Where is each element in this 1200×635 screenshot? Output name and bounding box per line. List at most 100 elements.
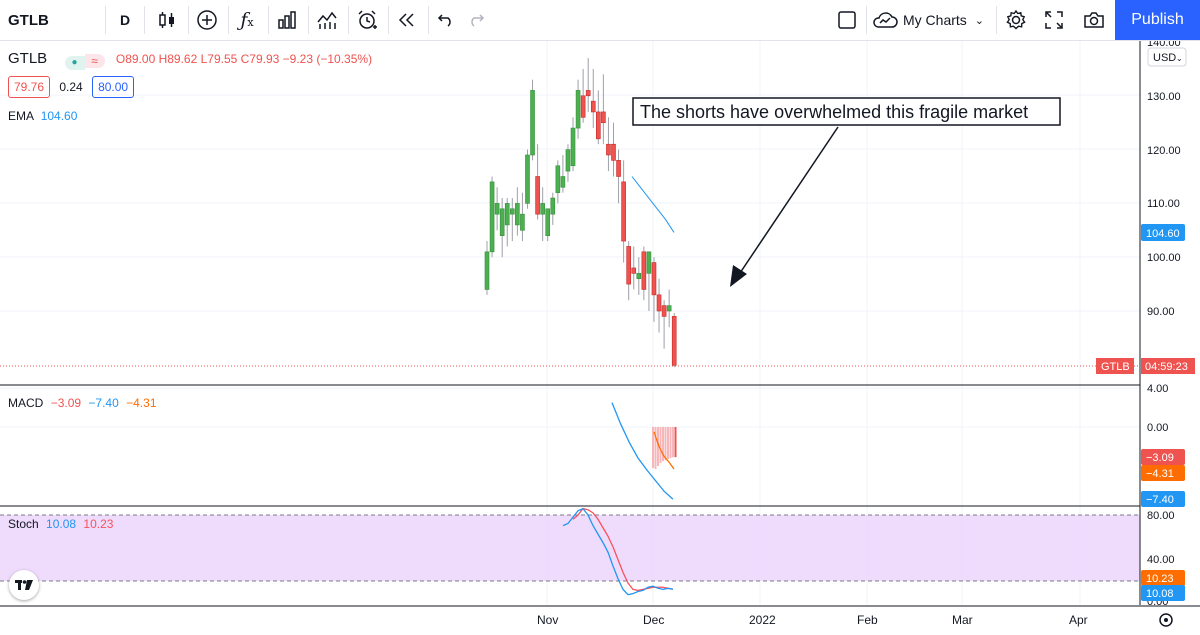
stoch-k-line xyxy=(562,507,674,596)
candle-body xyxy=(520,213,525,231)
toolbar-divider xyxy=(308,6,309,34)
macd-tick: 0.00 xyxy=(1147,422,1168,434)
countdown-text: 04:59:23 xyxy=(1145,361,1188,373)
candle-body xyxy=(535,176,540,215)
my-charts-button[interactable]: My Charts ⌄ xyxy=(872,0,994,40)
publish-button[interactable]: Publish xyxy=(1115,0,1200,40)
signal-value-tag: −4.31 xyxy=(1141,465,1185,481)
function-icon: ƒx xyxy=(240,9,254,31)
signal-line xyxy=(653,431,675,470)
symbol-label: GTLB xyxy=(8,11,49,29)
candle-body xyxy=(545,208,551,236)
macd-line xyxy=(611,402,674,500)
stoch-k-tag-text: 10.08 xyxy=(1146,588,1174,600)
symbol-search-button[interactable]: GTLB xyxy=(8,0,98,40)
macd-legend[interactable]: MACD −3.09 −7.40 −4.31 xyxy=(8,396,157,410)
indicators-button[interactable]: ƒx xyxy=(230,0,264,40)
macd-histogram-bar xyxy=(664,427,667,461)
settings-button[interactable] xyxy=(1000,0,1032,40)
ideas-button[interactable] xyxy=(310,0,344,40)
annotation-box xyxy=(632,97,1061,126)
grid-lines xyxy=(0,39,1140,606)
macd-line-value: −7.40 xyxy=(88,396,119,410)
candle-body xyxy=(585,90,591,97)
layout-button[interactable] xyxy=(832,0,862,40)
candle-body xyxy=(646,251,652,274)
toolbar-divider xyxy=(105,6,106,34)
publish-label: Publish xyxy=(1131,11,1184,28)
cloud-chart-icon xyxy=(873,12,898,28)
snapshot-button[interactable] xyxy=(1078,0,1110,40)
macd-histogram xyxy=(652,427,677,469)
redo-button[interactable] xyxy=(462,0,490,40)
price-axis[interactable]: 140.00 130.00 120.00 110.00 100.00 90.00 xyxy=(1147,37,1181,318)
plus-circle-icon xyxy=(197,10,217,30)
chart-settings-button[interactable] xyxy=(1159,613,1173,627)
macd-histogram-bar xyxy=(662,427,664,462)
bar-chart-icon xyxy=(278,11,296,29)
candle-body xyxy=(601,111,606,124)
bid-box[interactable]: 79.76 xyxy=(8,76,51,98)
rewind-icon xyxy=(398,13,414,27)
macd-tick: 4.00 xyxy=(1147,383,1168,395)
macd-histogram-bar xyxy=(669,427,672,459)
stoch-d-tag-box xyxy=(1141,570,1185,586)
alert-button[interactable] xyxy=(350,0,384,40)
candle-body xyxy=(565,149,571,172)
candle-body xyxy=(489,181,495,253)
my-charts-label: My Charts xyxy=(903,12,967,28)
alarm-clock-icon xyxy=(358,10,377,29)
candle-body xyxy=(606,143,611,156)
price-tick: 110.00 xyxy=(1147,198,1180,210)
candle-body xyxy=(621,181,626,242)
stoch-d-tag-text: 10.23 xyxy=(1146,573,1174,585)
interval-label: D xyxy=(119,12,131,28)
candle-body xyxy=(515,203,520,226)
candle-body xyxy=(661,305,667,317)
data-delay-icon: ≈ xyxy=(84,54,105,68)
ema-legend[interactable]: EMA 104.60 xyxy=(8,109,77,123)
interval-button[interactable]: D xyxy=(110,0,140,40)
currency-selector[interactable]: USD ⌄ xyxy=(1147,47,1187,67)
replay-button[interactable] xyxy=(390,0,424,40)
templates-button[interactable] xyxy=(270,0,304,40)
candle-body xyxy=(590,100,596,113)
last-price-symbol: GTLB xyxy=(1101,361,1130,373)
annotation[interactable]: The shorts have overwhelmed this fragile… xyxy=(632,97,1061,287)
candle-body xyxy=(504,203,510,226)
signal-tag-text: −4.31 xyxy=(1146,468,1174,480)
time-tick: Nov xyxy=(537,613,558,627)
time-tick: Dec xyxy=(643,613,664,627)
chart-type-button[interactable] xyxy=(150,0,184,40)
macd-axis[interactable]: 4.00 0.00 xyxy=(1147,383,1168,434)
candle-body xyxy=(656,294,662,312)
stoch-d-value: 10.23 xyxy=(83,517,114,531)
undo-button[interactable] xyxy=(432,0,460,40)
stoch-k-tag-box xyxy=(1141,585,1185,601)
macd-value-tag: −3.09 xyxy=(1141,449,1185,465)
candle-body xyxy=(631,267,637,274)
stoch-legend[interactable]: Stoch 10.08 10.23 xyxy=(8,517,113,531)
toolbar-divider xyxy=(268,6,269,34)
price-legend: GTLB ● ≈ O89.00 H89.62 L79.55 C79.93 −9.2… xyxy=(8,50,372,70)
tradingview-logo[interactable] xyxy=(9,570,39,600)
legend-symbol[interactable]: GTLB xyxy=(8,50,48,67)
fullscreen-button[interactable] xyxy=(1038,0,1070,40)
price-tick: 90.00 xyxy=(1147,306,1175,318)
price-tick: 130.00 xyxy=(1147,91,1181,103)
macd-line-tag-text: −7.40 xyxy=(1146,494,1174,506)
time-tick: Apr xyxy=(1069,613,1088,627)
candle-body xyxy=(636,273,642,280)
ema-price-tag: 104.60 xyxy=(1141,224,1185,241)
macd-tag-box xyxy=(1141,449,1185,465)
candle-body xyxy=(611,143,616,161)
macd-histogram-bar xyxy=(657,427,659,466)
redo-icon xyxy=(471,14,485,27)
compare-button[interactable] xyxy=(190,0,224,40)
ema-line xyxy=(631,176,675,233)
time-axis[interactable]: Nov Dec 2022 Feb Mar Apr xyxy=(537,613,1088,627)
last-price-symbol-box xyxy=(1096,358,1134,374)
ask-box[interactable]: 80.00 xyxy=(92,76,135,98)
legend-ohlc: O89.00 H89.62 L79.55 C79.93 −9.23 (−10.3… xyxy=(115,52,373,66)
